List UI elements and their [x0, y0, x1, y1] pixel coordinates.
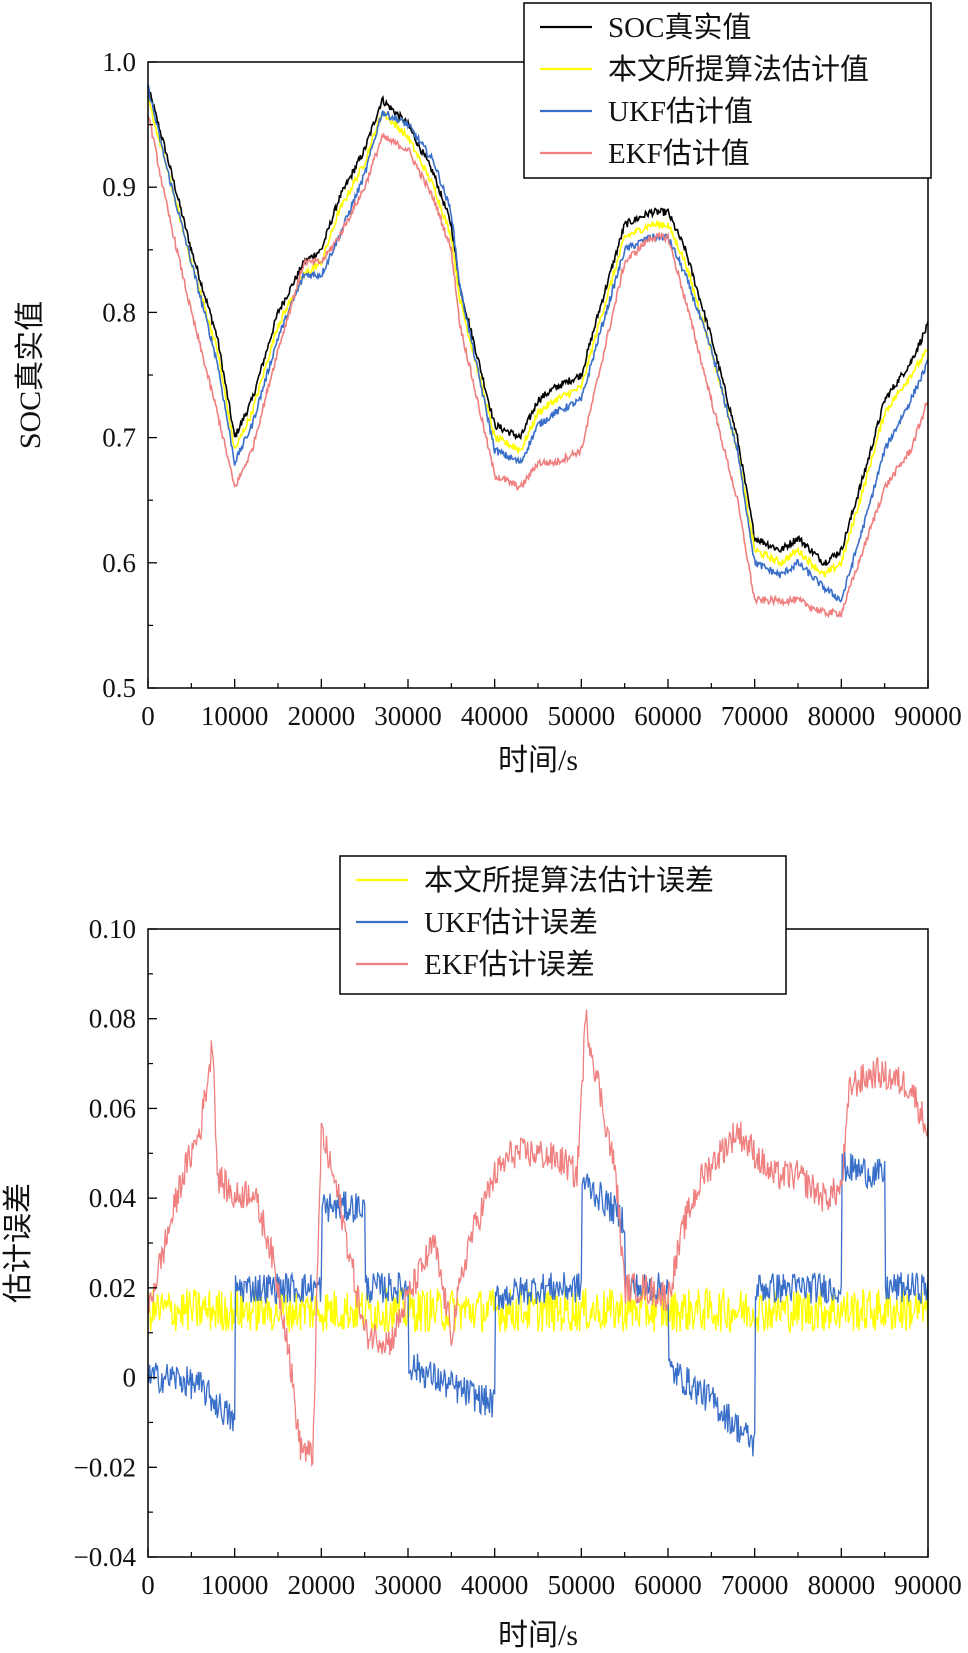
y-tick-label: 0.10	[89, 914, 136, 944]
y-tick-label: 0.08	[89, 1004, 136, 1034]
y-tick-label: 0.7	[102, 423, 136, 453]
legend-label-1: 本文所提算法估计误差	[424, 864, 714, 897]
y-axis-title: SOC真实值	[14, 301, 47, 449]
y-tick-label: −0.04	[74, 1542, 137, 1572]
x-tick-label: 60000	[634, 1570, 702, 1600]
series-line-1	[147, 85, 929, 567]
legend-box	[523, 2, 932, 179]
x-tick-label: 90000	[894, 701, 962, 731]
x-tick-label: 50000	[548, 1570, 616, 1600]
series-line-3	[147, 1009, 929, 1468]
series-line-1	[147, 1286, 929, 1335]
x-tick-label: 30000	[374, 701, 442, 731]
y-tick-label: 1.0	[102, 47, 136, 77]
legend-box	[339, 855, 787, 995]
y-tick-label: 0.06	[89, 1093, 136, 1123]
y-tick-label: −0.02	[74, 1452, 136, 1482]
y-tick-label: 0.02	[89, 1273, 136, 1303]
x-tick-label: 10000	[201, 1570, 269, 1600]
series-line-2	[147, 95, 929, 578]
legend-label-2: 本文所提算法估计值	[608, 53, 869, 86]
y-tick-label: 0.5	[102, 673, 136, 703]
legend-label-2: UKF估计误差	[424, 906, 598, 939]
legend-label-3: EKF估计误差	[424, 948, 595, 981]
x-tick-label: 50000	[548, 701, 616, 731]
legend-label-1: SOC真实值	[608, 11, 751, 44]
y-tick-label: 0.8	[102, 297, 136, 327]
x-tick-label: 10000	[201, 701, 269, 731]
x-tick-label: 90000	[894, 1570, 962, 1600]
y-axis-title: 估计误差	[2, 1183, 35, 1303]
y-tick-label: 0	[123, 1363, 137, 1393]
legend-label-3: UKF估计值	[608, 95, 753, 128]
x-tick-label: 70000	[721, 701, 789, 731]
chart-soc: 0 10000 20000 30000 40000 50000 60000 70000 8000…	[14, 2, 962, 777]
x-tick-label: 40000	[461, 1570, 529, 1600]
y-tick-label: 0.9	[102, 172, 136, 202]
y-tick-label: 0.6	[102, 548, 136, 578]
x-tick-label: 80000	[808, 701, 876, 731]
x-tick-label: 30000	[374, 1570, 442, 1600]
x-axis-title: 时间/s	[498, 1619, 578, 1652]
series-line-4	[147, 115, 929, 619]
legend-label-4: EKF估计值	[608, 137, 750, 170]
x-tick-label: 80000	[808, 1570, 876, 1600]
x-tick-label: 60000	[634, 701, 702, 731]
x-tick-label: 20000	[288, 1570, 356, 1600]
plot-frame	[147, 928, 929, 1558]
y-tick-label: 0.04	[89, 1183, 137, 1213]
chart-error: 0 10000 20000 30000 40000 50000 60000 70000 8000…	[2, 855, 962, 1652]
series-line-3	[147, 83, 929, 603]
x-axis-title: 时间/s	[498, 744, 578, 777]
x-tick-label: 0	[141, 1570, 155, 1600]
x-tick-label: 0	[141, 701, 155, 731]
x-tick-label: 20000	[288, 701, 356, 731]
x-tick-label: 70000	[721, 1570, 789, 1600]
x-tick-label: 40000	[461, 701, 529, 731]
